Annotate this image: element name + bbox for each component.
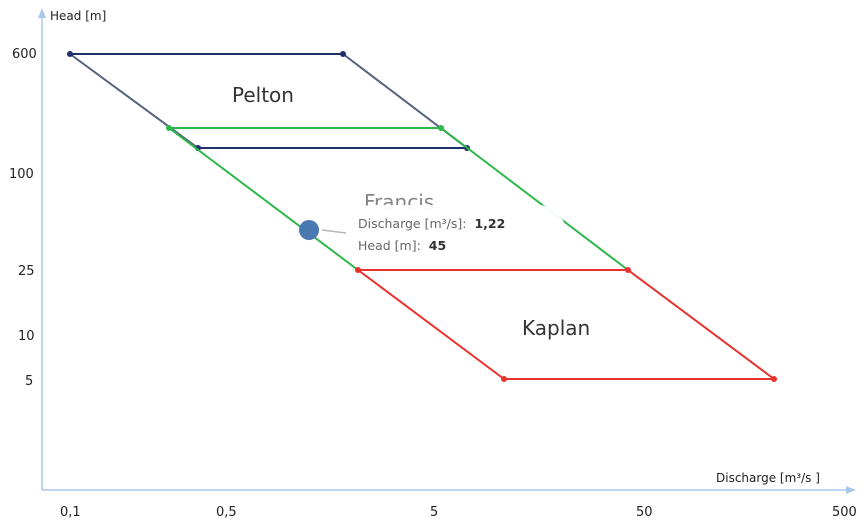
svg-text:Discharge [m³/s]: 1,22: Discharge [m³/s]: 1,22 xyxy=(358,216,505,231)
pelton-left-edge xyxy=(69,53,199,149)
x-axis-label: Discharge [m³/s ] xyxy=(716,471,820,485)
y-tick-label: 600 xyxy=(12,47,37,62)
francis-left-edge xyxy=(168,127,359,271)
x-axis xyxy=(42,486,856,494)
francis-vertex xyxy=(166,125,172,131)
x-tick-label: 50 xyxy=(636,505,653,520)
x-tick-label: 5 xyxy=(430,505,438,520)
x-tick-label: 500 xyxy=(832,505,857,520)
tooltip-connector xyxy=(321,229,347,234)
y-tick-label: 25 xyxy=(18,264,35,279)
x-tick-label: 0,1 xyxy=(60,505,81,520)
tooltip-head-value: 45 xyxy=(429,238,446,253)
region-label-pelton: Pelton xyxy=(232,83,294,107)
kaplan-right-edge xyxy=(627,269,775,380)
y-tick-label: 5 xyxy=(25,374,33,389)
pelton-vertex xyxy=(67,51,73,57)
kaplan-vertex xyxy=(625,267,631,273)
tooltip-discharge-label: Discharge [m³/s]: xyxy=(358,216,466,231)
tooltip-box xyxy=(344,205,566,265)
tooltip: Discharge [m³/s]: 1,22 Head [m]: 45 xyxy=(321,205,566,265)
y-axis-label: Head [m] xyxy=(50,9,106,23)
region-kaplan xyxy=(355,267,777,382)
x-tick-label: 0,5 xyxy=(216,505,237,520)
tooltip-head-label: Head [m]: xyxy=(358,238,421,253)
operating-point[interactable] xyxy=(299,220,319,240)
kaplan-vertex xyxy=(501,376,507,382)
svg-text:Head [m]: 45: Head [m]: 45 xyxy=(358,238,446,253)
region-label-kaplan: Kaplan xyxy=(522,316,590,340)
y-tick-label: 10 xyxy=(18,329,35,344)
region-francis xyxy=(166,125,629,271)
y-axis xyxy=(38,8,46,490)
kaplan-left-edge xyxy=(357,269,505,380)
francis-right-edge xyxy=(440,127,629,271)
kaplan-vertex xyxy=(355,267,361,273)
francis-vertex xyxy=(438,125,444,131)
kaplan-vertex xyxy=(771,376,777,382)
y-tick-label: 100 xyxy=(9,167,34,182)
tooltip-discharge-value: 1,22 xyxy=(474,216,505,231)
pelton-vertex xyxy=(340,51,346,57)
